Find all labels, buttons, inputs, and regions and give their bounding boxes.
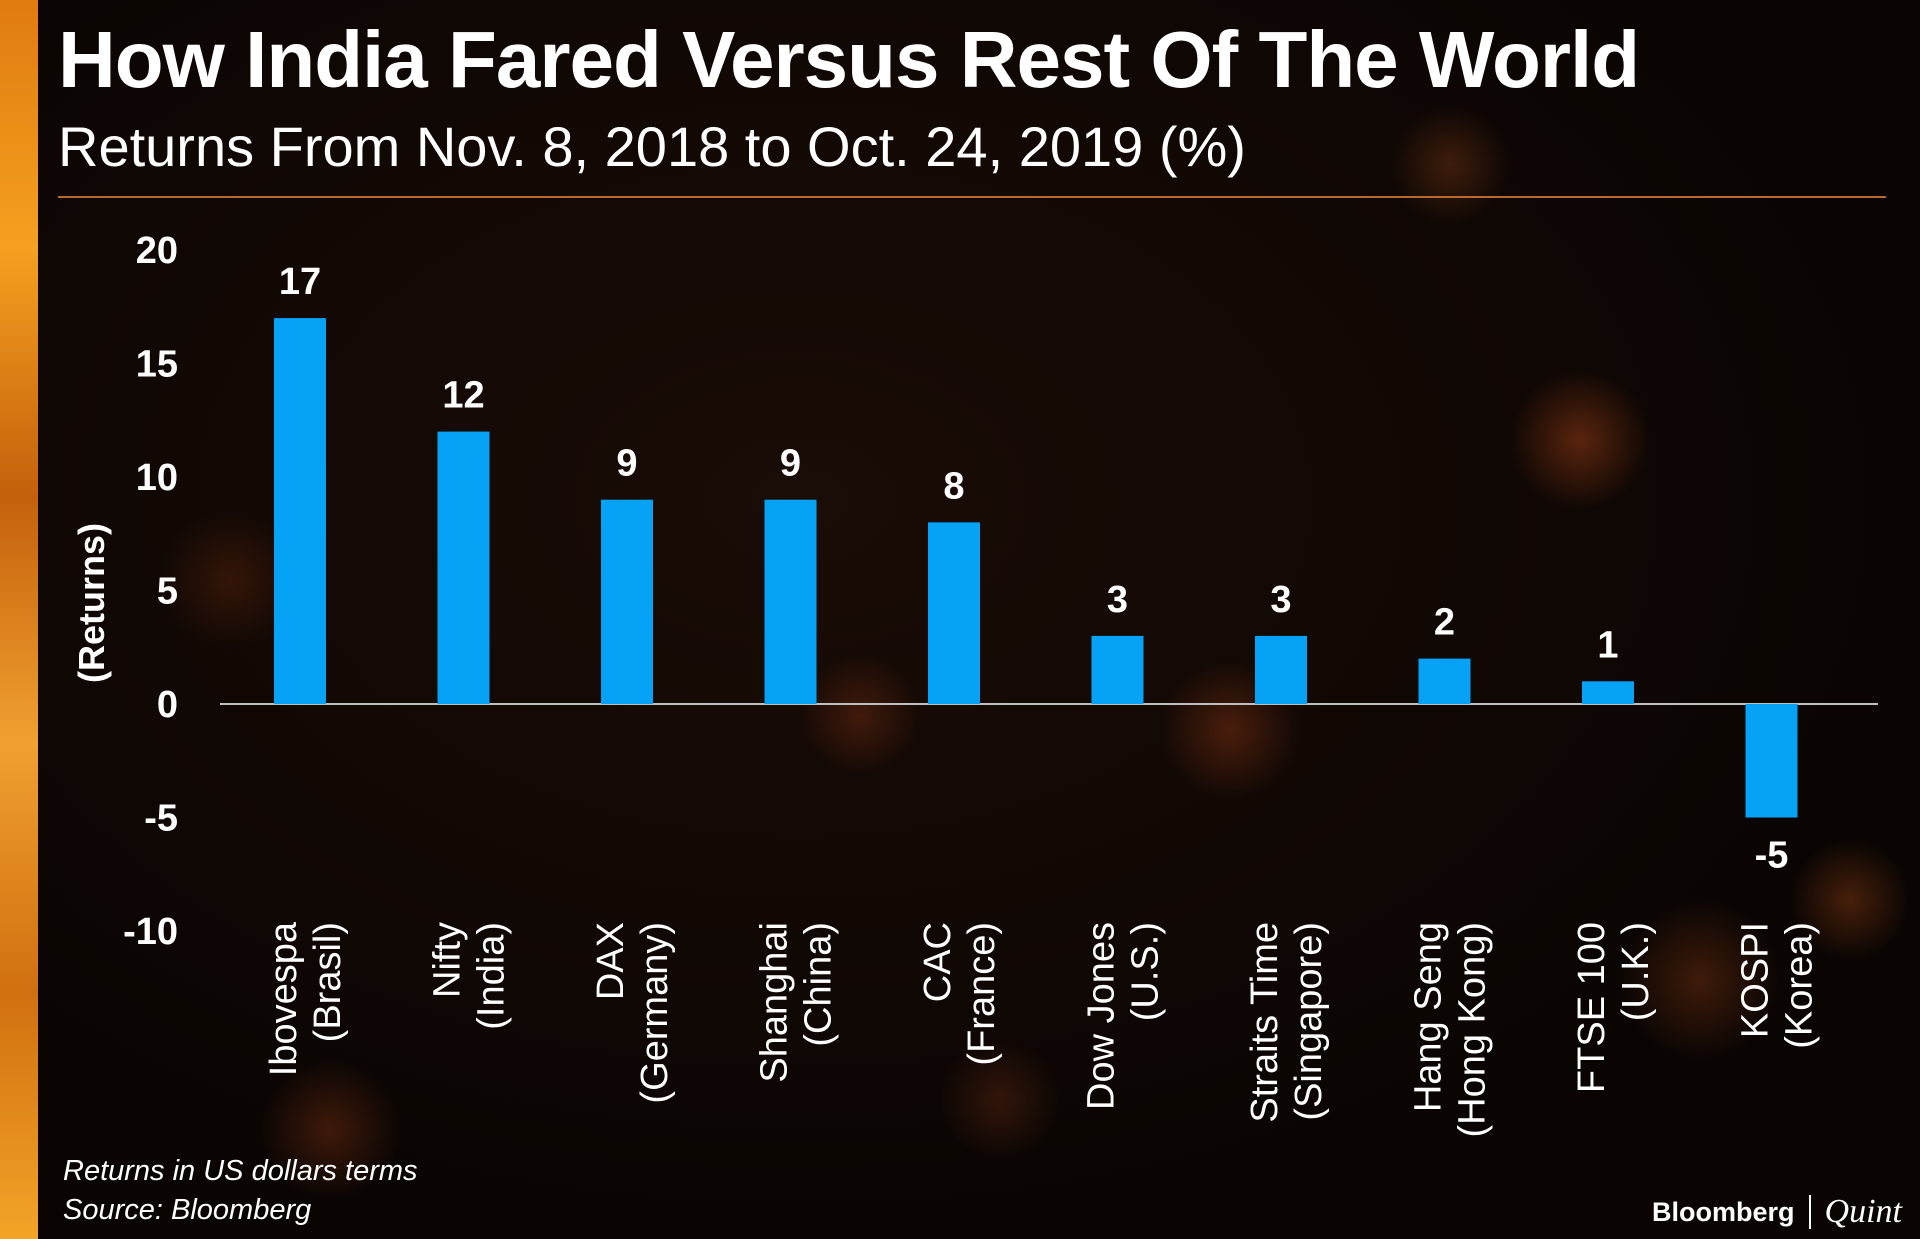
data-label: 8: [943, 465, 964, 507]
chart-subtitle: Returns From Nov. 8, 2018 to Oct. 24, 20…: [58, 115, 1246, 178]
x-tick-label: CAC: [917, 922, 959, 1002]
bar: [274, 318, 326, 704]
y-axis-label: (Returns): [71, 523, 112, 683]
logo-quint: Quint: [1824, 1193, 1902, 1230]
x-tick-label-sub: (Korea): [1779, 922, 1821, 1049]
bar: [928, 522, 980, 704]
bar: [437, 431, 490, 704]
y-tick-label: -10: [123, 911, 178, 953]
x-tick-label-sub: (Germany): [634, 922, 676, 1104]
bar: [1582, 681, 1634, 704]
y-tick-label: -5: [144, 798, 178, 840]
bar: [1418, 658, 1471, 704]
footnote-source: Source: Bloomberg: [63, 1194, 312, 1226]
x-tick-label: Shanghai: [754, 922, 796, 1083]
x-tick-label: KOSPI: [1735, 922, 1777, 1038]
bar: [1255, 635, 1307, 704]
x-tick-label: Straits Time: [1244, 922, 1286, 1123]
y-tick-label: 10: [136, 457, 178, 499]
x-tick-label-sub: (India): [471, 922, 513, 1030]
brand-logo: Bloomberg Quint: [1652, 1192, 1902, 1232]
data-label: 17: [279, 261, 321, 303]
decorative-left-strip: [0, 0, 38, 1239]
x-tick-label-sub: (U.K.): [1615, 922, 1657, 1021]
x-tick-label-sub: (Hong Kong): [1452, 922, 1494, 1137]
data-label: 1: [1597, 624, 1618, 666]
logo-separator: [1808, 1195, 1811, 1229]
x-tick-label: FTSE 100: [1571, 922, 1613, 1093]
y-tick-label: 15: [136, 344, 178, 386]
x-tick-label-sub: (France): [961, 922, 1003, 1066]
title-divider: [58, 196, 1886, 198]
data-label: 12: [442, 375, 484, 417]
data-label: 3: [1270, 579, 1291, 621]
data-label: 2: [1434, 602, 1455, 644]
bar: [601, 499, 653, 704]
x-tick-label-sub: (U.S.): [1125, 922, 1167, 1021]
x-tick-label-sub: (China): [798, 922, 840, 1047]
x-tick-label: Ibovespa: [263, 921, 305, 1076]
bar: [1091, 635, 1144, 704]
x-tick-label: Hang Seng: [1408, 922, 1450, 1112]
bar: [764, 499, 817, 704]
footnote-currency: Returns in US dollars terms: [63, 1155, 418, 1187]
x-tick-label: Dow Jones: [1081, 922, 1123, 1110]
chart-title: How India Fared Versus Rest Of The World: [58, 15, 1640, 104]
y-tick-label: 0: [157, 684, 178, 726]
data-label: -5: [1755, 835, 1789, 877]
data-label: 3: [1107, 579, 1128, 621]
logo-bloomberg: Bloomberg: [1652, 1196, 1795, 1227]
x-tick-label: Nifty: [427, 922, 469, 998]
x-tick-label: DAX: [590, 922, 632, 1000]
y-tick-label: 20: [136, 230, 178, 272]
x-tick-label-sub: (Singapore): [1288, 922, 1330, 1121]
x-tick-label-sub: (Brasil): [307, 922, 349, 1042]
data-label: 9: [616, 443, 637, 485]
y-tick-label: 5: [157, 571, 178, 613]
bar: [1745, 704, 1798, 818]
data-label: 9: [780, 443, 801, 485]
